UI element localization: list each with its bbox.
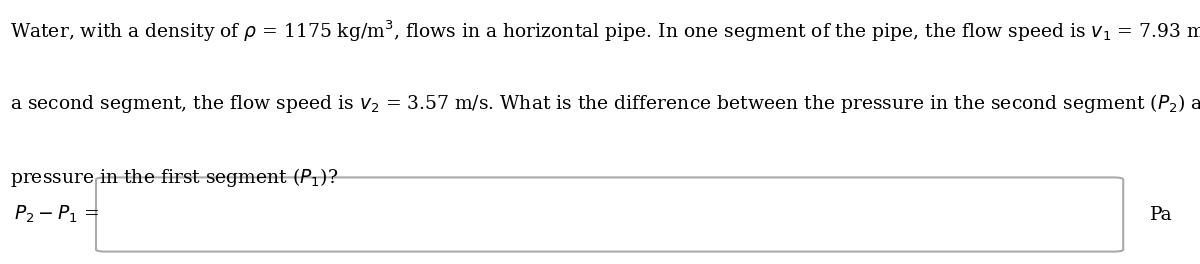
Text: pressure in the first segment ($P_1$)?: pressure in the first segment ($P_1$)?: [10, 166, 338, 189]
Text: $P_2 - P_1$ =: $P_2 - P_1$ =: [14, 204, 100, 225]
Text: a second segment, the flow speed is $v_2$ = 3.57 m/s. What is the difference bet: a second segment, the flow speed is $v_2…: [10, 92, 1200, 115]
FancyBboxPatch shape: [96, 177, 1123, 252]
Text: Water, with a density of $\rho$ = 1175 kg/m$^3$, flows in a horizontal pipe. In : Water, with a density of $\rho$ = 1175 k…: [10, 18, 1200, 44]
Text: Pa: Pa: [1150, 205, 1172, 224]
